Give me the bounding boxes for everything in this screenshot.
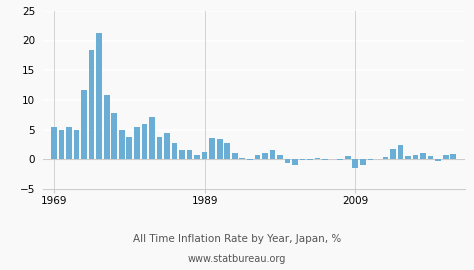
- Bar: [111, 113, 117, 159]
- Text: All Time Inflation Rate by Year, Japan, %: All Time Inflation Rate by Year, Japan, …: [133, 234, 341, 244]
- Bar: [255, 154, 260, 159]
- Bar: [172, 143, 177, 159]
- Bar: [156, 137, 162, 159]
- Bar: [81, 90, 87, 159]
- Bar: [292, 159, 298, 165]
- Bar: [450, 154, 456, 159]
- Bar: [142, 124, 147, 159]
- Bar: [360, 159, 365, 165]
- Bar: [277, 155, 283, 159]
- Bar: [89, 50, 94, 159]
- Bar: [405, 156, 411, 159]
- Bar: [300, 159, 305, 160]
- Bar: [420, 153, 426, 159]
- Bar: [367, 159, 373, 160]
- Bar: [345, 156, 351, 159]
- Text: www.statbureau.org: www.statbureau.org: [188, 254, 286, 264]
- Bar: [149, 117, 155, 159]
- Bar: [337, 159, 343, 160]
- Bar: [202, 151, 208, 159]
- Bar: [443, 155, 448, 159]
- Bar: [428, 156, 433, 159]
- Bar: [390, 149, 396, 159]
- Bar: [119, 130, 125, 159]
- Bar: [217, 139, 222, 159]
- Bar: [353, 159, 358, 168]
- Bar: [224, 143, 230, 159]
- Bar: [270, 150, 275, 159]
- Bar: [66, 127, 72, 159]
- Bar: [134, 127, 140, 159]
- Bar: [179, 150, 185, 159]
- Bar: [322, 159, 328, 160]
- Bar: [104, 94, 109, 159]
- Bar: [51, 127, 57, 159]
- Bar: [194, 154, 200, 159]
- Bar: [285, 159, 290, 163]
- Bar: [315, 158, 320, 159]
- Bar: [307, 159, 313, 160]
- Bar: [239, 158, 245, 159]
- Bar: [383, 157, 388, 159]
- Bar: [262, 153, 268, 159]
- Bar: [232, 153, 237, 159]
- Bar: [435, 159, 441, 161]
- Bar: [96, 33, 102, 159]
- Bar: [127, 137, 132, 159]
- Bar: [413, 154, 419, 159]
- Bar: [398, 145, 403, 159]
- Bar: [187, 150, 192, 159]
- Bar: [247, 159, 253, 160]
- Bar: [210, 138, 215, 159]
- Bar: [59, 130, 64, 159]
- Bar: [74, 130, 79, 159]
- Bar: [164, 133, 170, 159]
